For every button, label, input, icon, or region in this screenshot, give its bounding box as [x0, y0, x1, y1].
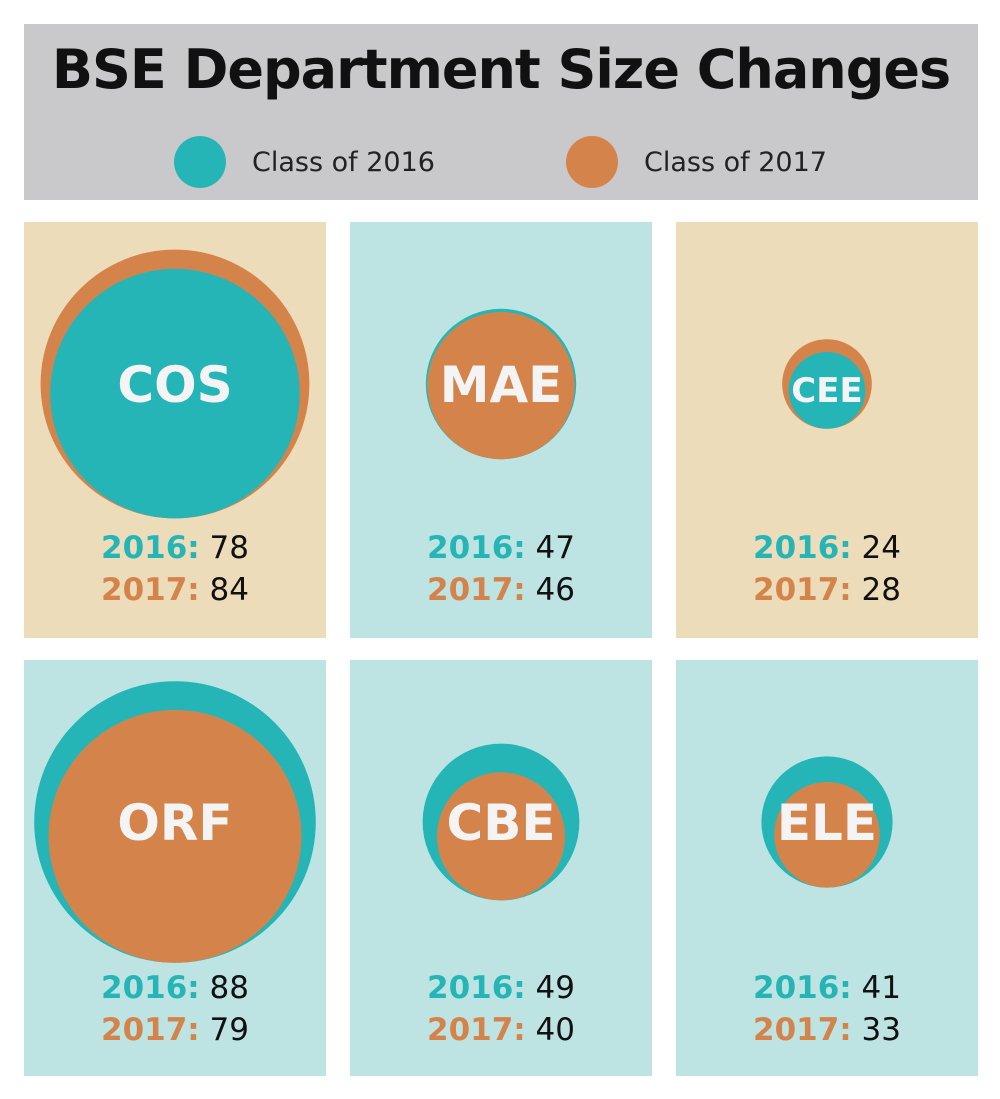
- year-label: 2016:: [753, 530, 852, 566]
- bubble-chart: CBE: [422, 743, 580, 901]
- legend-swatch-2016: [174, 136, 226, 188]
- panel-cee: CEE 2016: 24 2017: 28: [676, 222, 978, 638]
- legend-label: Class of 2017: [644, 146, 827, 178]
- value-2016: 24: [861, 530, 901, 566]
- value-2016: 47: [535, 530, 575, 566]
- year-label: 2017:: [427, 1012, 526, 1048]
- stat-2017: 2017: 28: [676, 569, 978, 611]
- year-label: 2016:: [427, 530, 526, 566]
- value-2017: 79: [209, 1012, 249, 1048]
- year-label: 2016:: [753, 970, 852, 1006]
- panel-mae: MAE 2016: 47 2017: 46: [350, 222, 652, 638]
- stat-2017: 2017: 79: [24, 1009, 326, 1051]
- stat-2017: 2017: 40: [350, 1009, 652, 1051]
- year-label: 2017:: [427, 572, 526, 608]
- bubble-2016: [788, 352, 866, 429]
- year-label: 2017:: [753, 572, 852, 608]
- stats: 2016: 78 2017: 84: [24, 527, 326, 611]
- year-label: 2016:: [101, 530, 200, 566]
- department-label: ELE: [777, 794, 877, 852]
- chart-title: BSE Department Size Changes: [51, 38, 951, 101]
- header: BSE Department Size Changes Class of 201…: [24, 24, 978, 200]
- bubble-chart: ELE: [761, 756, 893, 888]
- stats: 2016: 49 2017: 40: [350, 967, 652, 1051]
- value-2016: 41: [861, 970, 901, 1006]
- bubble-chart: CEE: [782, 339, 872, 429]
- bubble-2017: [437, 772, 565, 901]
- value-2017: 33: [861, 1012, 901, 1048]
- bubble-2017: [427, 312, 575, 460]
- year-label: 2016:: [101, 970, 200, 1006]
- legend-item-2017: Class of 2017: [566, 136, 827, 188]
- stat-2017: 2017: 33: [676, 1009, 978, 1051]
- panel-orf: ORF 2016: 88 2017: 79: [24, 660, 326, 1076]
- year-label: 2016:: [427, 970, 526, 1006]
- value-2016: 78: [209, 530, 249, 566]
- legend-label: Class of 2016: [252, 146, 435, 178]
- bubble-2017: [774, 782, 880, 888]
- bubble-chart: MAE: [425, 308, 577, 460]
- stats: 2016: 88 2017: 79: [24, 967, 326, 1051]
- value-2017: 40: [535, 1012, 575, 1048]
- department-label: CBE: [447, 794, 556, 852]
- stat-2016: 2016: 24: [676, 527, 978, 569]
- stats: 2016: 41 2017: 33: [676, 967, 978, 1051]
- value-2017: 46: [535, 572, 575, 608]
- department-label: MAE: [440, 356, 563, 414]
- year-label: 2017:: [101, 572, 200, 608]
- department-label: CEE: [791, 371, 862, 411]
- value-2017: 28: [861, 572, 901, 608]
- stat-2016: 2016: 41: [676, 967, 978, 1009]
- stat-2017: 2017: 46: [350, 569, 652, 611]
- stats: 2016: 24 2017: 28: [676, 527, 978, 611]
- legend-swatch-2017: [566, 136, 618, 188]
- year-label: 2017:: [101, 1012, 200, 1048]
- stats: 2016: 47 2017: 46: [350, 527, 652, 611]
- stat-2016: 2016: 88: [24, 967, 326, 1009]
- bubble-chart: COS: [40, 249, 310, 519]
- bubble-chart: ORF: [34, 681, 316, 963]
- department-label: ORF: [117, 794, 232, 852]
- panel-cbe: CBE 2016: 49 2017: 40: [350, 660, 652, 1076]
- value-2016: 88: [209, 970, 249, 1006]
- stat-2017: 2017: 84: [24, 569, 326, 611]
- value-2017: 84: [209, 572, 249, 608]
- bubble-2017: [48, 710, 302, 963]
- legend-item-2016: Class of 2016: [174, 136, 435, 188]
- stat-2016: 2016: 78: [24, 527, 326, 569]
- department-label: COS: [117, 356, 232, 414]
- panel-ele: ELE 2016: 41 2017: 33: [676, 660, 978, 1076]
- bubble-2016: [50, 268, 300, 519]
- year-label: 2017:: [753, 1012, 852, 1048]
- stat-2016: 2016: 47: [350, 527, 652, 569]
- panel-cos: COS 2016: 78 2017: 84: [24, 222, 326, 638]
- stat-2016: 2016: 49: [350, 967, 652, 1009]
- value-2016: 49: [535, 970, 575, 1006]
